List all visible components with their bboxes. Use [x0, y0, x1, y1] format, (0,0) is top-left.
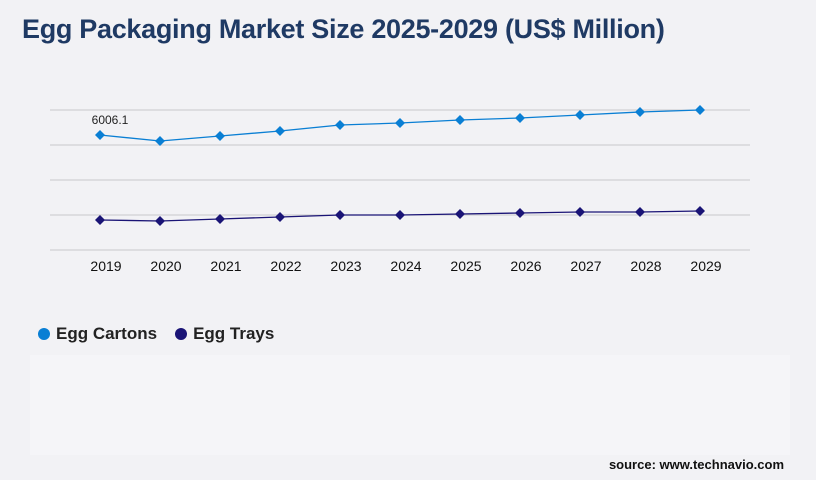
legend-label: Egg Trays	[193, 324, 275, 343]
x-tick-label: 2029	[690, 258, 721, 274]
footer-panel	[30, 355, 790, 455]
legend-item-egg-cartons: Egg Cartons	[38, 324, 157, 344]
data-point	[395, 210, 405, 220]
data-point	[215, 214, 225, 225]
data-point	[575, 109, 585, 120]
data-label: 6006.1	[92, 113, 129, 127]
source-text: source: www.technavio.com	[608, 457, 784, 472]
data-point	[515, 113, 525, 124]
legend-label: Egg Cartons	[56, 324, 158, 343]
data-point	[395, 118, 405, 129]
data-point	[275, 126, 285, 137]
data-point	[635, 106, 645, 117]
data-point	[155, 135, 165, 146]
data-point	[275, 211, 285, 222]
data-point	[155, 215, 165, 226]
data-point	[575, 206, 585, 217]
legend: Egg Cartons Egg Trays	[38, 324, 274, 344]
line-chart: 2019 2020 2021 2022 2023 2024 2025 2026 2027 2028…	[50, 105, 750, 274]
legend-item-egg-trays: Egg Trays	[175, 324, 274, 344]
x-tick-label: 2022	[270, 258, 301, 274]
data-point	[335, 210, 345, 220]
data-point	[95, 130, 105, 141]
data-point	[95, 214, 105, 225]
x-tick-label: 2026	[510, 258, 541, 274]
legend-marker	[175, 328, 188, 340]
data-point	[695, 205, 705, 216]
legend-marker	[38, 328, 50, 340]
x-tick-label: 2028	[630, 258, 661, 274]
x-tick-label: 2025	[450, 258, 481, 274]
x-tick-label: 2021	[210, 258, 241, 274]
data-point	[455, 114, 465, 125]
x-tick-label: 2024	[390, 258, 421, 274]
chart-title: Egg Packaging Market Size 2025-2029 (US$…	[22, 14, 665, 44]
data-point	[635, 206, 645, 217]
data-point	[455, 209, 465, 220]
data-point	[515, 208, 525, 219]
x-tick-label: 2019	[90, 258, 121, 274]
data-point	[335, 119, 345, 130]
x-tick-label: 2023	[330, 258, 361, 274]
x-tick-label: 2020	[150, 258, 181, 274]
data-point	[695, 105, 705, 115]
data-point	[215, 131, 225, 142]
x-tick-label: 2027	[570, 258, 601, 274]
